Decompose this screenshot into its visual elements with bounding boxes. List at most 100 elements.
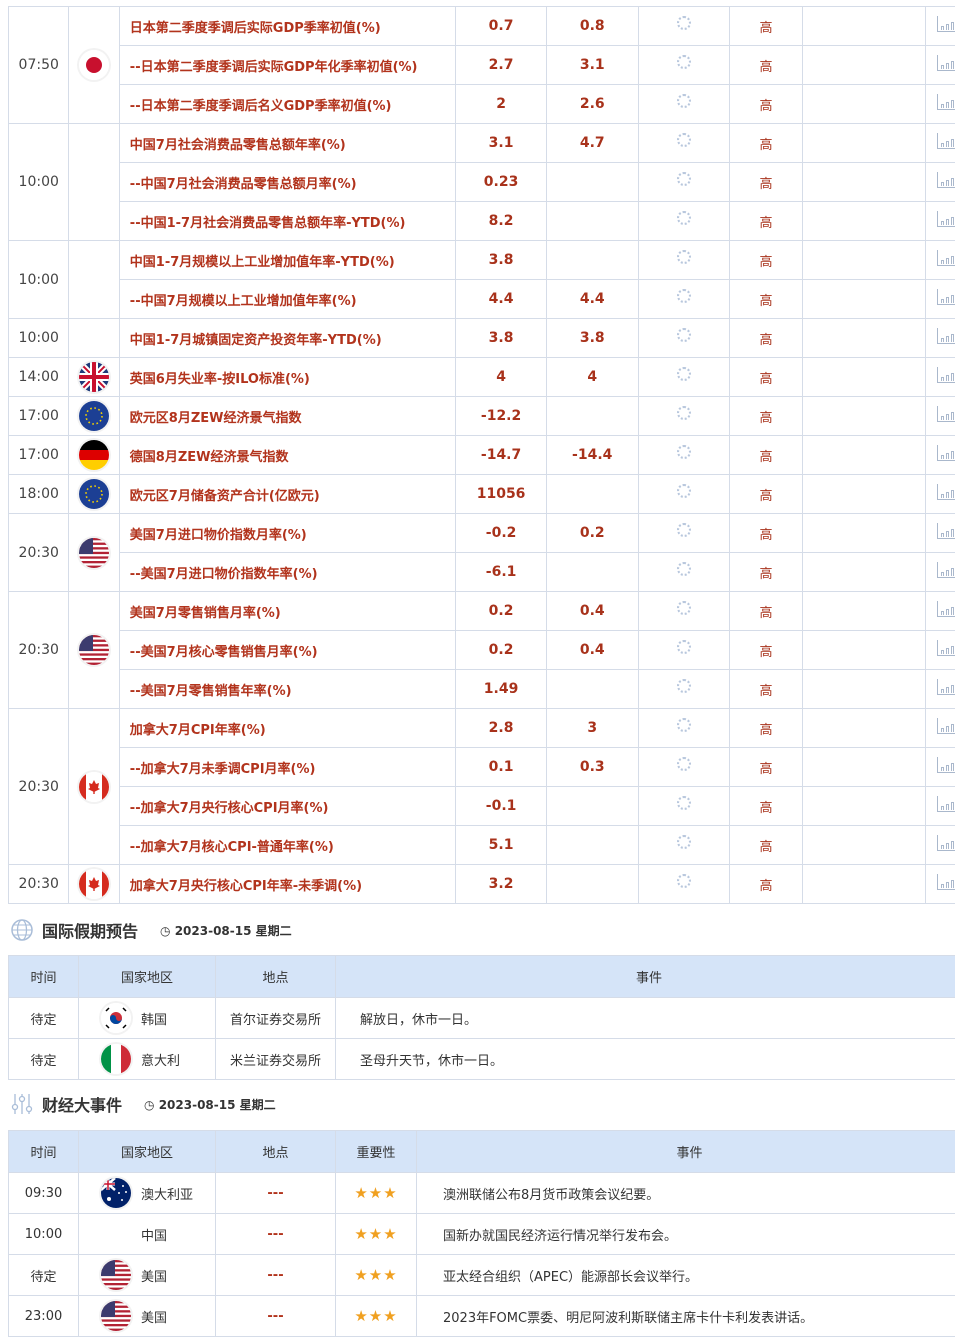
previous-value: 2	[456, 85, 547, 124]
impact-cell	[802, 358, 925, 397]
indicator-name[interactable]: 中国7月社会消费品零售总额年率(%)	[119, 124, 455, 163]
indicator-name[interactable]: 加拿大7月CPI年率(%)	[119, 709, 455, 748]
indicator-name[interactable]: 美国7月零售销售月率(%)	[119, 592, 455, 631]
actual-loading-cell	[638, 670, 730, 709]
chart-icon[interactable]	[937, 211, 955, 227]
chart-icon[interactable]	[937, 445, 955, 461]
chart-cell[interactable]	[925, 553, 955, 592]
indicator-name[interactable]: 加拿大7月央行核心CPI年率-未季调(%)	[119, 865, 455, 904]
chart-cell[interactable]	[925, 787, 955, 826]
event-description[interactable]: 国新办就国民经济运行情况举行发布会。	[417, 1214, 955, 1255]
column-header: 时间	[9, 956, 79, 998]
indicator-name[interactable]: 欧元区7月储备资产合计(亿欧元)	[119, 475, 455, 514]
indicator-name[interactable]: 美国7月进口物价指数月率(%)	[119, 514, 455, 553]
loading-spinner-icon	[677, 718, 691, 732]
loading-spinner-icon	[677, 328, 691, 342]
chart-icon[interactable]	[937, 523, 955, 539]
indicator-name[interactable]: 德国8月ZEW经济景气指数	[119, 436, 455, 475]
holiday-place: 米兰证券交易所	[216, 1039, 336, 1080]
chart-cell[interactable]	[925, 163, 955, 202]
chart-cell[interactable]	[925, 670, 955, 709]
chart-icon[interactable]	[937, 172, 955, 188]
chart-icon[interactable]	[937, 718, 955, 734]
event-description[interactable]: 澳洲联储公布8月货币政策会议纪要。	[417, 1173, 955, 1214]
event-description[interactable]: 2023年FOMC票委、明尼阿波利斯联储主席卡什卡利发表讲话。	[417, 1296, 955, 1337]
chart-cell[interactable]	[925, 319, 955, 358]
country-flag-cell	[69, 709, 119, 865]
chart-icon[interactable]	[937, 874, 955, 890]
holiday-row: 待定意大利米兰证券交易所圣母升天节，休市一日。	[9, 1039, 955, 1080]
loading-spinner-icon	[677, 757, 691, 771]
indicator-name[interactable]: --日本第二季度季调后实际GDP年化季率初值(%)	[119, 46, 455, 85]
indicator-name[interactable]: 中国1-7月城镇固定资产投资年率-YTD(%)	[119, 319, 455, 358]
chart-icon[interactable]	[937, 289, 955, 305]
indicator-name[interactable]: 中国1-7月规模以上工业增加值年率-YTD(%)	[119, 241, 455, 280]
chart-icon[interactable]	[937, 94, 955, 110]
chart-icon[interactable]	[937, 640, 955, 656]
chart-icon[interactable]	[937, 796, 955, 812]
previous-value: 2.7	[456, 46, 547, 85]
chart-icon[interactable]	[937, 484, 955, 500]
chart-cell[interactable]	[925, 397, 955, 436]
indicator-name[interactable]: 英国6月失业率-按ILO标准(%)	[119, 358, 455, 397]
importance: 高	[730, 319, 803, 358]
indicator-name[interactable]: --加拿大7月央行核心CPI月率(%)	[119, 787, 455, 826]
event-place: ---	[216, 1214, 336, 1255]
importance: 高	[730, 787, 803, 826]
chart-icon[interactable]	[937, 367, 955, 383]
chart-cell[interactable]	[925, 748, 955, 787]
country-flag-cell	[69, 436, 119, 475]
indicator-name[interactable]: --加拿大7月核心CPI-普通年率(%)	[119, 826, 455, 865]
indicator-name[interactable]: --加拿大7月未季调CPI月率(%)	[119, 748, 455, 787]
actual-loading-cell	[638, 397, 730, 436]
flag-canada-icon	[79, 772, 109, 802]
indicator-name[interactable]: --美国7月进口物价指数年率(%)	[119, 553, 455, 592]
chart-cell[interactable]	[925, 241, 955, 280]
indicator-name[interactable]: --美国7月零售销售年率(%)	[119, 670, 455, 709]
impact-cell	[802, 826, 925, 865]
chart-cell[interactable]	[925, 709, 955, 748]
chart-icon[interactable]	[937, 55, 955, 71]
chart-icon[interactable]	[937, 835, 955, 851]
chart-cell[interactable]	[925, 202, 955, 241]
chart-cell[interactable]	[925, 7, 955, 46]
chart-icon[interactable]	[937, 757, 955, 773]
indicator-name[interactable]: --美国7月核心零售销售月率(%)	[119, 631, 455, 670]
chart-cell[interactable]	[925, 124, 955, 163]
chart-cell[interactable]	[925, 514, 955, 553]
indicator-name[interactable]: --日本第二季度季调后名义GDP季率初值(%)	[119, 85, 455, 124]
chart-cell[interactable]	[925, 358, 955, 397]
chart-cell[interactable]	[925, 85, 955, 124]
chart-icon[interactable]	[937, 601, 955, 617]
chart-icon[interactable]	[937, 679, 955, 695]
chart-cell[interactable]	[925, 46, 955, 85]
chart-cell[interactable]	[925, 280, 955, 319]
event-description[interactable]: 亚太经合组织（APEC）能源部长会议举行。	[417, 1255, 955, 1296]
actual-loading-cell	[638, 7, 730, 46]
chart-icon[interactable]	[937, 328, 955, 344]
chart-cell[interactable]	[925, 475, 955, 514]
chart-cell[interactable]	[925, 865, 955, 904]
chart-cell[interactable]	[925, 631, 955, 670]
column-header: 事件	[336, 956, 955, 998]
indicator-name[interactable]: 欧元区8月ZEW经济景气指数	[119, 397, 455, 436]
event-time: 20:30	[9, 592, 69, 709]
indicator-name[interactable]: 日本第二季度季调后实际GDP季率初值(%)	[119, 7, 455, 46]
chart-cell[interactable]	[925, 826, 955, 865]
chart-icon[interactable]	[937, 562, 955, 578]
clock-icon: ◷	[160, 924, 170, 938]
chart-icon[interactable]	[937, 16, 955, 32]
previous-value: 0.2	[456, 592, 547, 631]
actual-loading-cell	[638, 124, 730, 163]
chart-icon[interactable]	[937, 250, 955, 266]
indicator-name[interactable]: --中国7月规模以上工业增加值年率(%)	[119, 280, 455, 319]
chart-icon[interactable]	[937, 406, 955, 422]
chart-cell[interactable]	[925, 592, 955, 631]
event-time: 10:00	[9, 319, 69, 358]
chart-icon[interactable]	[937, 133, 955, 149]
chart-cell[interactable]	[925, 436, 955, 475]
calendar-row: --美国7月零售销售年率(%) 1.49 高	[9, 670, 955, 709]
indicator-name[interactable]: --中国7月社会消费品零售总额月率(%)	[119, 163, 455, 202]
indicator-name[interactable]: --中国1-7月社会消费品零售总额年率-YTD(%)	[119, 202, 455, 241]
